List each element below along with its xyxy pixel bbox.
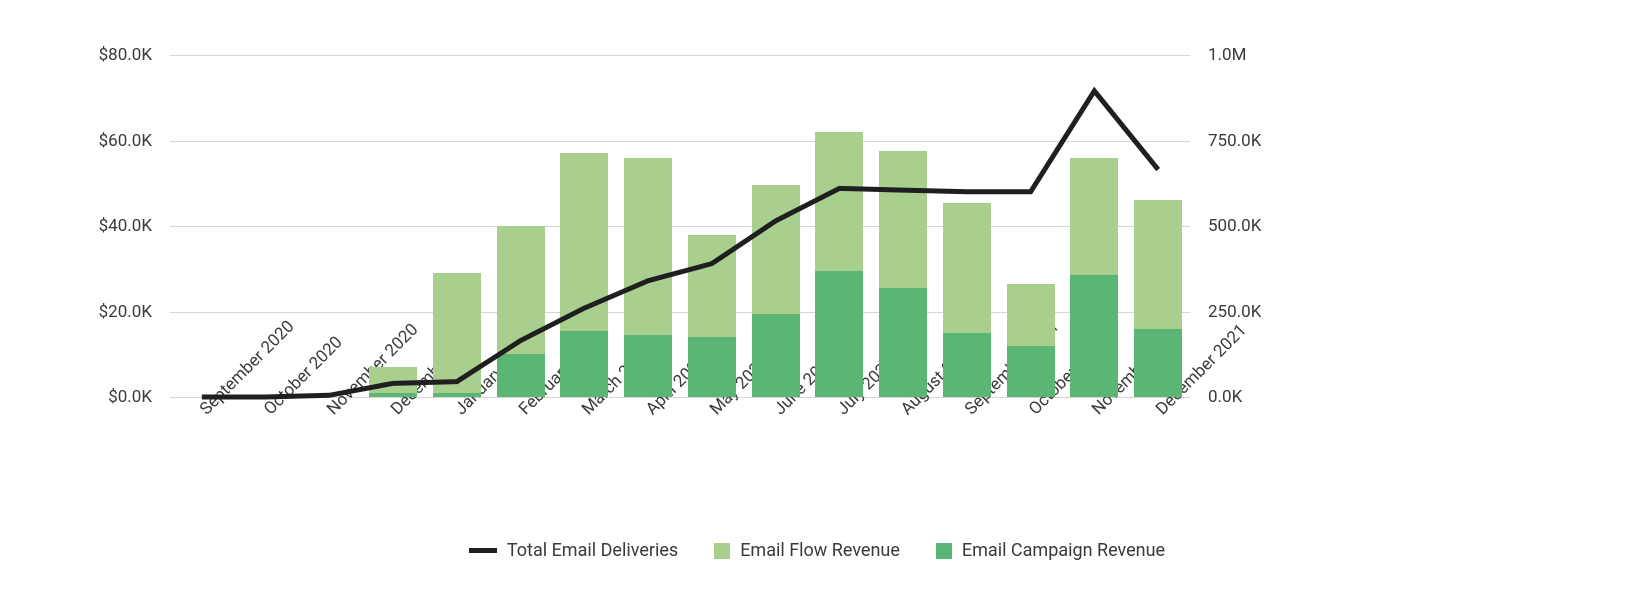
legend-item-email-campaign-revenue: Email Campaign Revenue bbox=[936, 540, 1165, 561]
y-left-tick-label: $0.0K bbox=[108, 387, 152, 407]
legend-color-swatch bbox=[714, 543, 730, 559]
y-left-tick-label: $40.0K bbox=[99, 216, 152, 236]
chart-container: $0.0K $20.0K $40.0K $60.0K $80.0K 0.0K 250.0K 5… bbox=[0, 0, 1634, 605]
legend-label: Total Email Deliveries bbox=[507, 540, 678, 561]
y-right-tick-label: 0.0K bbox=[1208, 387, 1242, 407]
legend: Total Email Deliveries Email Flow Revenue… bbox=[0, 540, 1634, 561]
legend-item-email-flow-revenue: Email Flow Revenue bbox=[714, 540, 900, 561]
legend-label: Email Flow Revenue bbox=[740, 540, 900, 561]
line-series-layer bbox=[170, 55, 1190, 397]
line-total-email-deliveries bbox=[202, 91, 1158, 397]
y-right-tick-label: 500.0K bbox=[1208, 216, 1261, 236]
legend-line-swatch bbox=[469, 548, 497, 553]
y-right-tick-label: 1.0M bbox=[1208, 45, 1246, 65]
y-right-tick-label: 750.0K bbox=[1208, 131, 1261, 151]
plot-area: $0.0K$20.0K$40.0K$60.0K$80.0K0.0K250.0K5… bbox=[170, 55, 1190, 397]
y-left-tick-label: $80.0K bbox=[99, 45, 152, 65]
legend-color-swatch bbox=[936, 543, 952, 559]
y-left-tick-label: $20.0K bbox=[99, 302, 152, 322]
legend-label: Email Campaign Revenue bbox=[962, 540, 1165, 561]
y-right-tick-label: 250.0K bbox=[1208, 302, 1261, 322]
legend-item-total-email-deliveries: Total Email Deliveries bbox=[469, 540, 678, 561]
y-left-tick-label: $60.0K bbox=[99, 131, 152, 151]
